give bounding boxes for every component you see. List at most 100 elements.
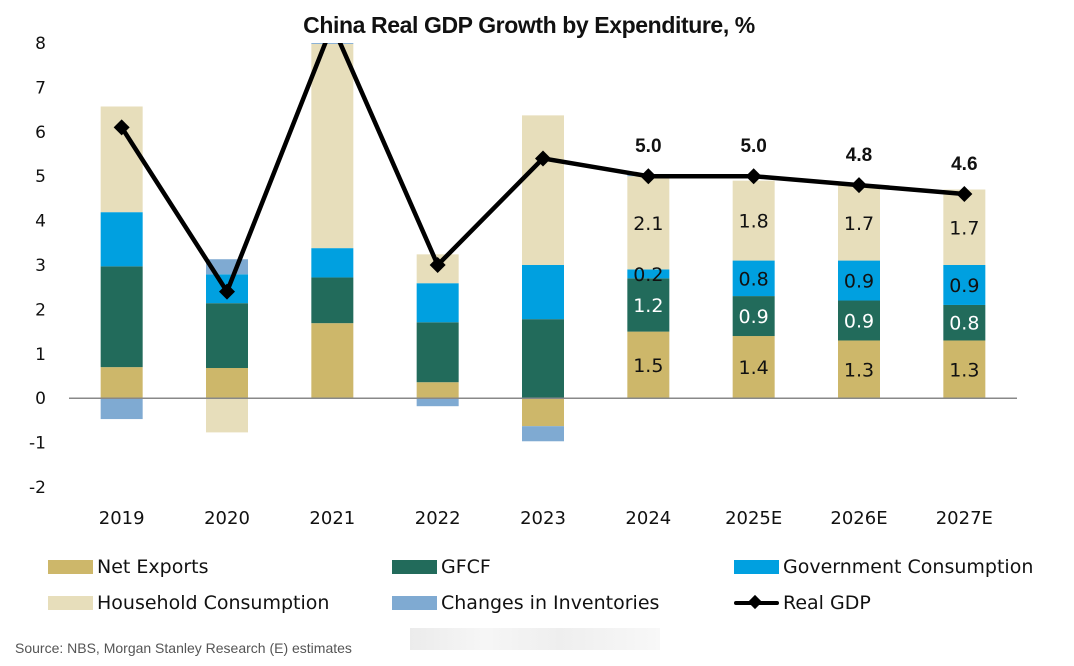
real-gdp-marker	[429, 257, 446, 273]
bar-segment-government-consumption	[311, 248, 354, 278]
legend-label: Real GDP	[783, 592, 871, 614]
segment-value-label: 0.8	[949, 313, 979, 335]
y-tick-label: 8	[35, 34, 46, 54]
household-consumption-swatch	[48, 596, 93, 610]
bar-segment-changes-in-inventories	[416, 398, 459, 407]
bar-segment-net-exports	[311, 323, 354, 399]
bar-segment-government-consumption	[732, 260, 775, 297]
blurred-watermark	[410, 628, 660, 650]
segment-value-label: 0.2	[633, 264, 663, 286]
y-tick-label: 0	[35, 389, 46, 409]
legend-item-changes-in-inventories: Changes in Inventories	[392, 588, 659, 618]
x-axis: 2019 2020 2021 2022 2023 2024 2025E 2026E 2027E	[99, 508, 993, 529]
real-gdp-marker	[640, 168, 657, 185]
y-tick-label: 6	[35, 123, 46, 143]
y-tick-label: 7	[35, 78, 46, 98]
segment-value-label: 1.4	[739, 357, 769, 379]
y-tick-label: -1	[29, 434, 46, 454]
bar-segment-gfcf	[416, 322, 459, 383]
y-axis: 8 7 6 5 4 3 2 1 0 -1 -2	[29, 34, 46, 498]
x-tick-label: 2019	[99, 508, 145, 529]
bar-segment-net-exports	[416, 382, 459, 399]
bar-segment-net-exports	[943, 340, 986, 399]
segment-value-label: 1.7	[949, 217, 979, 239]
bar-segment-government-consumption	[416, 283, 459, 323]
legend-label: Changes in Inventories	[441, 592, 660, 614]
bar-segment-government-consumption	[627, 269, 670, 279]
bar-segment-household-consumption	[943, 189, 986, 265]
legend-label: Government Consumption	[783, 556, 1034, 578]
bar-segment-net-exports	[838, 340, 880, 399]
legend-item-government-consumption: Government Consumption	[734, 552, 1033, 582]
x-tick-label: 2021	[309, 508, 355, 529]
bar-segment-household-consumption	[838, 185, 880, 261]
bar-segment-gfcf	[522, 319, 564, 399]
bar-segment-gfcf	[732, 296, 775, 337]
segment-value-label: 0.8	[739, 268, 769, 290]
segment-labels: 1.5 1.2 0.2 2.1 1.4 0.9 0.8 1.8 1.3 0.9 0.9 1.7 1.3 0…	[633, 211, 979, 382]
legend-item-household-consumption: Household Consumption	[48, 588, 329, 618]
segment-value-label: 2.1	[633, 213, 663, 235]
y-tick-label: -2	[29, 478, 46, 498]
bar-segment-gfcf	[206, 303, 248, 369]
bars	[100, 43, 986, 442]
real-gdp-value-label: 4.8	[846, 145, 872, 166]
real-gdp-value-label: 5.0	[635, 136, 661, 157]
bar-segment-changes-in-inventories	[522, 426, 564, 442]
real-gdp-marker	[535, 150, 551, 167]
bar-segment-household-consumption	[627, 176, 670, 270]
bar-segment-household-consumption	[206, 398, 248, 433]
legend-label: Household Consumption	[97, 592, 330, 614]
x-tick-label: 2026E	[830, 508, 887, 529]
changes-in-inventories-swatch	[392, 596, 437, 610]
bar-segment-government-consumption	[943, 265, 986, 305]
real-gdp-line	[113, 43, 973, 300]
y-tick-label: 3	[35, 256, 46, 276]
y-tick-label: 1	[35, 345, 46, 365]
bar-segment-gfcf	[627, 278, 670, 332]
gfcf-swatch	[392, 560, 437, 574]
bar-segment-government-consumption	[522, 265, 564, 320]
segment-value-label: 1.3	[844, 359, 874, 381]
y-tick-label: 4	[35, 212, 46, 232]
bar-segment-household-consumption	[732, 180, 775, 261]
bar-segment-net-exports	[522, 398, 564, 427]
real-gdp-labels: 5.0 5.0 4.8 4.6	[635, 136, 977, 175]
x-tick-label: 2024	[625, 508, 671, 529]
bar-segment-government-consumption	[838, 260, 880, 301]
segment-value-label: 1.7	[844, 213, 874, 235]
bar-segment-net-exports	[627, 331, 670, 399]
source-note: Source: NBS, Morgan Stanley Research (E)…	[15, 640, 352, 656]
x-tick-label: 2025E	[725, 508, 782, 529]
segment-value-label: 1.5	[633, 355, 663, 377]
segment-value-label: 0.9	[844, 271, 874, 293]
bar-segment-government-consumption	[100, 212, 143, 267]
x-tick-label: 2027E	[936, 508, 993, 529]
legend-item-real-gdp: Real GDP	[734, 588, 871, 618]
bar-segment-household-consumption	[311, 43, 354, 249]
segment-value-label: 1.3	[949, 359, 979, 381]
bar-segment-net-exports	[100, 367, 143, 399]
y-tick-label: 5	[35, 167, 46, 187]
real-gdp-marker	[956, 185, 973, 202]
real-gdp-marker	[113, 119, 130, 136]
x-tick-label: 2020	[204, 508, 250, 529]
x-tick-label: 2022	[415, 508, 461, 529]
bar-segment-gfcf	[100, 266, 143, 368]
chart-title: China Real GDP Growth by Expenditure, %	[303, 12, 755, 38]
legend-item-net-exports: Net Exports	[48, 552, 209, 582]
real-gdp-value-label: 4.6	[951, 154, 977, 175]
segment-value-label: 1.2	[633, 295, 663, 317]
bar-segment-changes-in-inventories	[100, 398, 143, 420]
legend: Net Exports GFCF Government Consumption …	[0, 550, 1074, 630]
real-gdp-marker	[745, 168, 762, 185]
segment-value-label: 0.9	[949, 275, 979, 297]
bar-segment-gfcf	[943, 304, 986, 341]
legend-label: Net Exports	[97, 556, 209, 578]
y-tick-label: 2	[35, 300, 46, 320]
segment-value-label: 0.9	[739, 306, 769, 328]
bar-segment-net-exports	[732, 336, 775, 399]
x-tick-label: 2023	[520, 508, 566, 529]
government-consumption-swatch	[734, 560, 779, 574]
